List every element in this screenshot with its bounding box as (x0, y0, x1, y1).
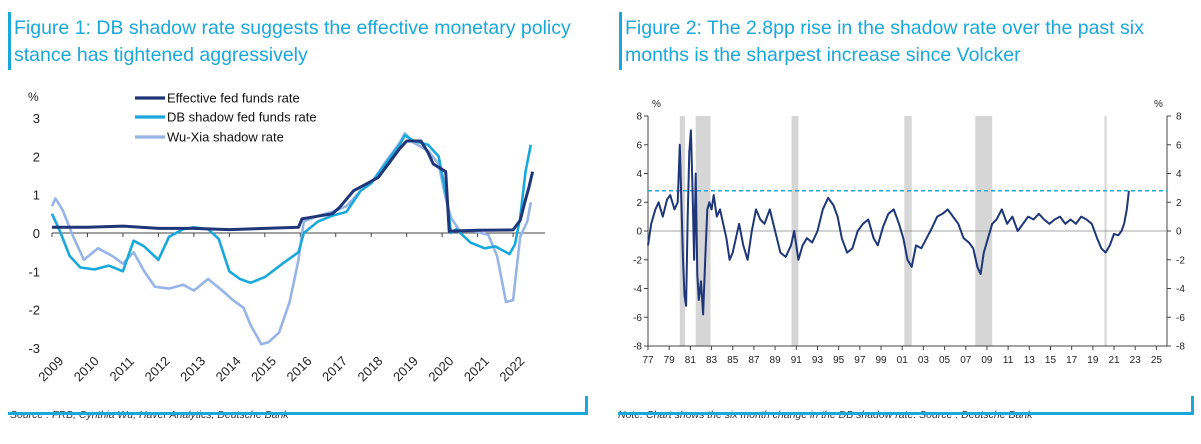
fig2-x-tick-label: 97 (854, 355, 866, 366)
fig1-y-tick-label: -2 (28, 303, 40, 318)
fig2-y-tick-label-left: 8 (636, 112, 642, 123)
fig2-y-tick-label-right: 8 (1176, 112, 1182, 123)
fig2-y-tick-label-left: 2 (636, 198, 642, 209)
fig2-y-tick-label-right: -2 (1176, 255, 1185, 266)
figure2-chart: % % -8 -8 -6 -6 -4 -4 -2 -2 0 0 2 2 4 4 6 6 8 8 77 79 81 83 85 87… (633, 99, 1185, 366)
fig1-x-tick-label: 2016 (284, 353, 315, 384)
fig2-x-tick-label: 87 (748, 355, 760, 366)
fig2-y-unit-left: % (652, 99, 661, 110)
fig2-x-tick-label: 17 (1066, 355, 1078, 366)
figure1-source: Source : FRB, Cynthia Wu, Haver Analytic… (10, 409, 289, 421)
fig2-x-tick-label: 07 (960, 355, 972, 366)
fig2-y-tick-label-left: -6 (633, 313, 642, 324)
fig1-x-tick-label: 2012 (142, 353, 173, 384)
fig2-y-tick-label-left: 6 (636, 140, 642, 151)
fig2-x-tick-label: 05 (939, 355, 951, 366)
fig1-y-tick-label: 1 (33, 188, 40, 203)
fig2-x-tick-label: 91 (791, 355, 803, 366)
fig2-y-unit-right: % (1154, 99, 1163, 110)
fig1-y-tick-label: 3 (33, 111, 40, 126)
figure1-accent-bar (8, 12, 11, 70)
figure1-side-rule (585, 396, 588, 415)
fig2-x-tick-label: 89 (770, 355, 782, 366)
fig1-x-tick-label: 2010 (71, 353, 102, 384)
fig2-x-tick-label: 13 (1024, 355, 1036, 366)
fig1-x-tick-label: 2021 (461, 353, 492, 384)
fig2-x-tick-label: 19 (1087, 355, 1099, 366)
fig1-y-tick-label: 0 (33, 226, 40, 241)
fig2-y-tick-label-left: 4 (636, 169, 642, 180)
fig2-y-tick-label-right: 4 (1176, 169, 1182, 180)
fig1-legend-label: Effective fed funds rate (167, 91, 300, 106)
fig2-x-tick-label: 03 (918, 355, 930, 366)
fig2-y-tick-label-left: 0 (636, 227, 642, 238)
figure2-side-rule (1191, 396, 1194, 415)
fig2-x-tick-label: 79 (664, 355, 676, 366)
fig2-x-tick-label: 93 (812, 355, 824, 366)
fig1-x-tick-label: 2020 (425, 353, 456, 384)
fig2-y-tick-label-left: -4 (633, 284, 642, 295)
fig1-x-tick-label: 2013 (177, 353, 208, 384)
fig2-x-tick-label: 25 (1151, 355, 1163, 366)
fig1-legend-label: DB shadow fed funds rate (167, 110, 317, 125)
fig1-series-line-1 (50, 134, 533, 285)
fig1-x-tick-label: 2018 (354, 353, 385, 384)
fig1-x-tick-label: 2011 (107, 354, 137, 384)
fig2-x-tick-label: 83 (706, 355, 718, 366)
fig1-x-tick-label: 2022 (496, 353, 527, 384)
fig1-x-tick-label: 2017 (319, 353, 350, 384)
fig2-x-tick-label: 15 (1045, 355, 1057, 366)
figure1-title: Figure 1: DB shadow rate suggests the ef… (14, 17, 571, 66)
fig1-y-tick-label: -3 (28, 341, 40, 356)
fig1-x-tick-label: 2019 (390, 353, 421, 384)
figure1-bottom-rule (8, 412, 588, 415)
fig2-y-tick-label-right: 0 (1176, 227, 1182, 238)
fig2-x-tick-label: 85 (727, 355, 739, 366)
figure1-panel: Figure 1: DB shadow rate suggests the ef… (0, 0, 590, 444)
fig1-x-tick-label: 2014 (213, 353, 244, 384)
fig2-y-tick-label-right: 2 (1176, 198, 1182, 209)
fig1-series-line-2 (50, 132, 533, 346)
fig1-y-tick-label: -1 (28, 264, 40, 279)
figure2-bottom-rule (618, 412, 1193, 415)
figure2-panel: Figure 2: The 2.8pp rise in the shadow r… (612, 0, 1201, 444)
fig2-series-line (647, 129, 1130, 316)
fig1-x-tick-label: 2009 (35, 353, 66, 384)
figure2-title: Figure 2: The 2.8pp rise in the shadow r… (625, 17, 1144, 66)
figure2-accent-bar (619, 12, 622, 70)
figure2-note: Note: Chart shows the six month change i… (618, 409, 1033, 421)
fig2-y-tick-label-left: -8 (633, 342, 642, 353)
fig2-x-tick-label: 77 (642, 355, 654, 366)
fig2-x-tick-label: 81 (685, 355, 697, 366)
fig1-y-tick-label: 2 (33, 149, 40, 164)
fig1-series-line-0 (52, 139, 535, 233)
fig2-x-tick-label: 21 (1108, 355, 1120, 366)
fig2-y-tick-label-left: -2 (633, 255, 642, 266)
fig2-y-tick-label-right: -8 (1176, 342, 1185, 353)
fig2-x-tick-label: 09 (981, 355, 993, 366)
fig1-legend-label: Wu-Xia shadow rate (167, 130, 284, 145)
fig2-x-tick-label: 23 (1130, 355, 1142, 366)
fig2-y-tick-label-right: -4 (1176, 284, 1185, 295)
fig1-x-tick-label: 2015 (248, 353, 279, 384)
fig2-x-tick-label: 01 (897, 355, 909, 366)
fig1-y-unit-label: % (28, 90, 39, 104)
fig2-x-tick-label: 99 (875, 355, 887, 366)
fig2-x-tick-label: 95 (833, 355, 845, 366)
fig2-y-tick-label-right: -6 (1176, 313, 1185, 324)
fig2-x-tick-label: 11 (1003, 355, 1014, 366)
fig2-y-tick-label-right: 6 (1176, 140, 1182, 151)
